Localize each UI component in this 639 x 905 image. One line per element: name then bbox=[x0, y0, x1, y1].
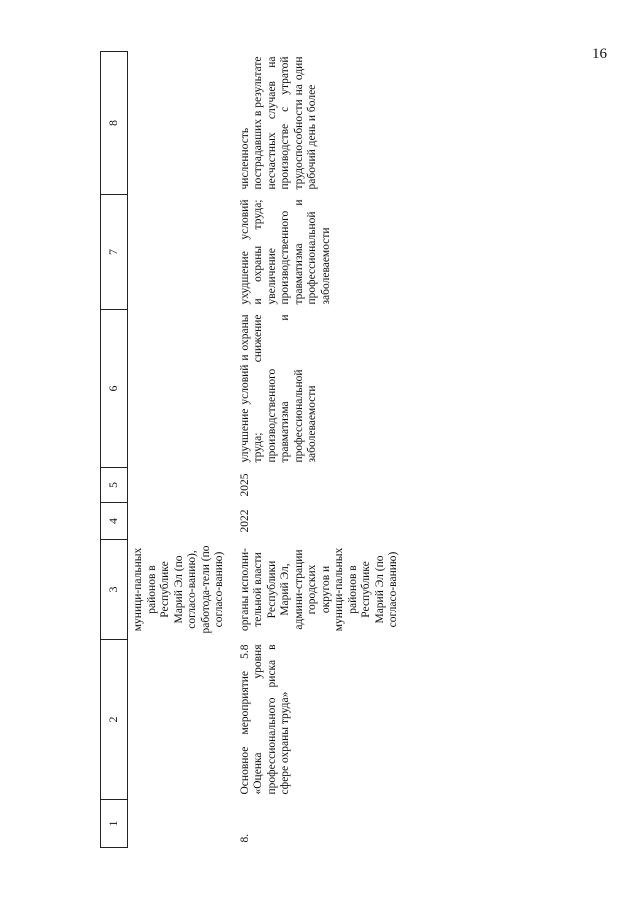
column-number: 5 bbox=[100, 467, 128, 503]
table-cell bbox=[128, 503, 235, 540]
table-row: 8. Основное мероприятие 5.8 «Оценка уровн… bbox=[235, 52, 409, 848]
page-number: 16 bbox=[592, 46, 607, 62]
table-cell: численность пострадавших в результате не… bbox=[238, 56, 319, 190]
table-row: муници-пальных районов в Республике Мари… bbox=[128, 52, 235, 848]
table-cell: Основное мероприятие 5.8 «Оценка уровня … bbox=[238, 644, 292, 795]
table-cell bbox=[128, 195, 235, 310]
column-number: 2 bbox=[100, 639, 128, 800]
table-cell bbox=[128, 468, 235, 503]
column-number: 1 bbox=[100, 799, 128, 848]
column-number: 3 bbox=[100, 539, 128, 640]
column-number: 6 bbox=[100, 309, 128, 468]
table-cell: 8. bbox=[238, 833, 251, 843]
table-cell bbox=[128, 800, 235, 848]
table-cell: 2022 bbox=[238, 509, 251, 533]
table-body: муници-пальных районов в Республике Мари… bbox=[128, 52, 409, 848]
column-number: 7 bbox=[100, 194, 128, 310]
table-cell: органы исполни-тельной власти Республики… bbox=[238, 547, 400, 632]
table-cell: муници-пальных районов в Республике Мари… bbox=[132, 545, 225, 634]
table-cell: ухудшение условий и охраны труда; увелич… bbox=[238, 199, 332, 305]
column-number: 8 bbox=[100, 51, 128, 195]
table-cell bbox=[128, 640, 235, 800]
table-cell bbox=[128, 310, 235, 468]
table-cell bbox=[128, 52, 235, 195]
table-cell: 2025 bbox=[238, 473, 251, 497]
table-cell: улучшение условий и охраны труда; снижен… bbox=[238, 314, 319, 463]
column-number: 4 bbox=[100, 502, 128, 540]
